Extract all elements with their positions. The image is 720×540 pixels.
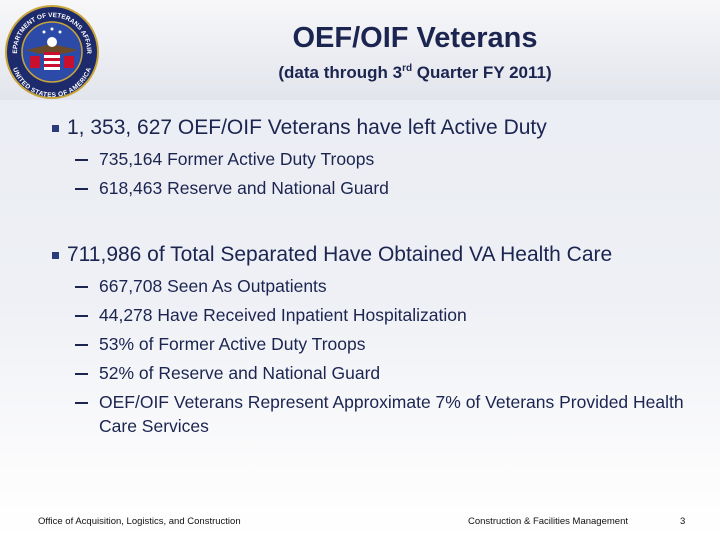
superscript: rd <box>402 63 413 74</box>
header-band <box>0 0 720 100</box>
footer-left: Office of Acquisition, Logistics, and Co… <box>38 516 241 527</box>
subtitle-text: Quarter FY 2011) <box>412 63 552 82</box>
sub-bullet: 667,708 Seen As Outpatients <box>75 274 714 298</box>
footer-right: Construction & Facilities Management <box>468 516 628 527</box>
sub-bullet: 618,463 Reserve and National Guard <box>75 176 714 200</box>
sub-bullet: 735,164 Former Active Duty Troops <box>75 147 714 171</box>
bullet: 711,986 of Total Separated Have Obtained… <box>51 243 613 266</box>
page-number: 3 <box>680 516 686 527</box>
slide-subtitle: (data through 3rd Quarter FY 2011) <box>120 63 710 83</box>
subtitle-text: (data through 3 <box>278 63 403 82</box>
sub-bullet: 44,278 Have Received Inpatient Hospitali… <box>75 303 714 327</box>
sub-bullet: 53% of Former Active Duty Troops <box>75 332 714 356</box>
sub-bullet: OEF/OIF Veterans Represent Approximate 7… <box>75 390 714 438</box>
va-seal: DEPARTMENT OF VETERANS AFFAIRS UNITED ST… <box>4 4 99 99</box>
bullet: 1, 353, 627 OEF/OIF Veterans have left A… <box>52 116 547 139</box>
slide-title: OEF/OIF Veterans <box>292 22 538 54</box>
sub-bullet: 52% of Reserve and National Guard <box>75 361 714 385</box>
